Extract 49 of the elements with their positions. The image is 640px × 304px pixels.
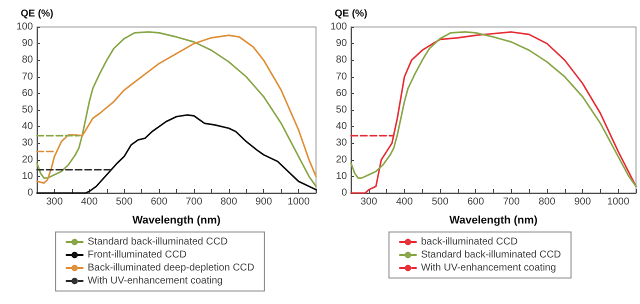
x-axis-title: Wavelength (nm): [132, 214, 221, 226]
y-tick-label: 70: [22, 71, 34, 82]
y-tick-label: 70: [336, 71, 348, 82]
y-tick-label: 0: [27, 188, 34, 198]
x-tick-label: 900: [574, 196, 592, 208]
y-axis-title: QE (%): [334, 8, 368, 20]
y-tick-label: 30: [336, 138, 348, 149]
y-tick-label: 60: [22, 88, 34, 99]
y-tick-label: 20: [336, 154, 348, 166]
y-tick-label: 40: [336, 121, 348, 132]
legend-label: Standard back-illuminated CCD: [88, 236, 228, 248]
legend-label: With UV-enhancement coating: [88, 276, 223, 286]
x-tick-label: 700: [186, 196, 203, 208]
x-tick-label: 800: [220, 196, 238, 208]
y-tick-label: 80: [336, 54, 348, 66]
x-tick-label: 800: [538, 196, 556, 208]
legend-label: Standard back-illuminated CCD: [420, 250, 562, 260]
x-axis-title: Wavelength (nm): [449, 214, 538, 226]
y-tick-label: 50: [22, 104, 34, 116]
x-tick-label: 1000: [607, 196, 630, 208]
y-tick-label: 100: [16, 22, 34, 32]
legend-label: With UV-enhancement coating: [420, 262, 556, 274]
x-tick-label: 700: [502, 196, 520, 208]
x-tick-label: 500: [116, 196, 133, 208]
legend-label: Back-illuminated deep-depletion CCD: [88, 262, 254, 274]
y-tick-label: 80: [22, 54, 34, 66]
x-tick-label: 1000: [287, 196, 310, 208]
y-axis-title: QE (%): [20, 8, 54, 20]
x-tick-label: 400: [396, 196, 414, 208]
x-tick-label: 600: [467, 196, 484, 208]
y-tick-label: 30: [22, 138, 34, 149]
y-tick-label: 90: [22, 38, 34, 50]
y-tick-label: 10: [22, 170, 34, 182]
y-tick-label: 40: [22, 121, 34, 132]
x-tick-label: 300: [46, 196, 64, 208]
y-tick-label: 100: [330, 22, 348, 32]
x-tick-label: 400: [80, 196, 98, 208]
legend-label: back-illuminated CCD: [420, 236, 518, 248]
y-tick-label: 10: [336, 170, 348, 182]
y-tick-label: 50: [336, 104, 348, 116]
legend-label: Front-illuminated CCD: [88, 250, 187, 260]
x-tick-label: 500: [432, 196, 449, 208]
x-tick-label: 600: [150, 196, 168, 208]
y-tick-label: 60: [336, 88, 348, 99]
y-tick-label: 20: [22, 154, 34, 166]
y-tick-label: 90: [336, 38, 348, 50]
y-tick-label: 0: [341, 188, 348, 198]
x-tick-label: 900: [255, 196, 272, 208]
x-tick-label: 300: [360, 196, 378, 208]
